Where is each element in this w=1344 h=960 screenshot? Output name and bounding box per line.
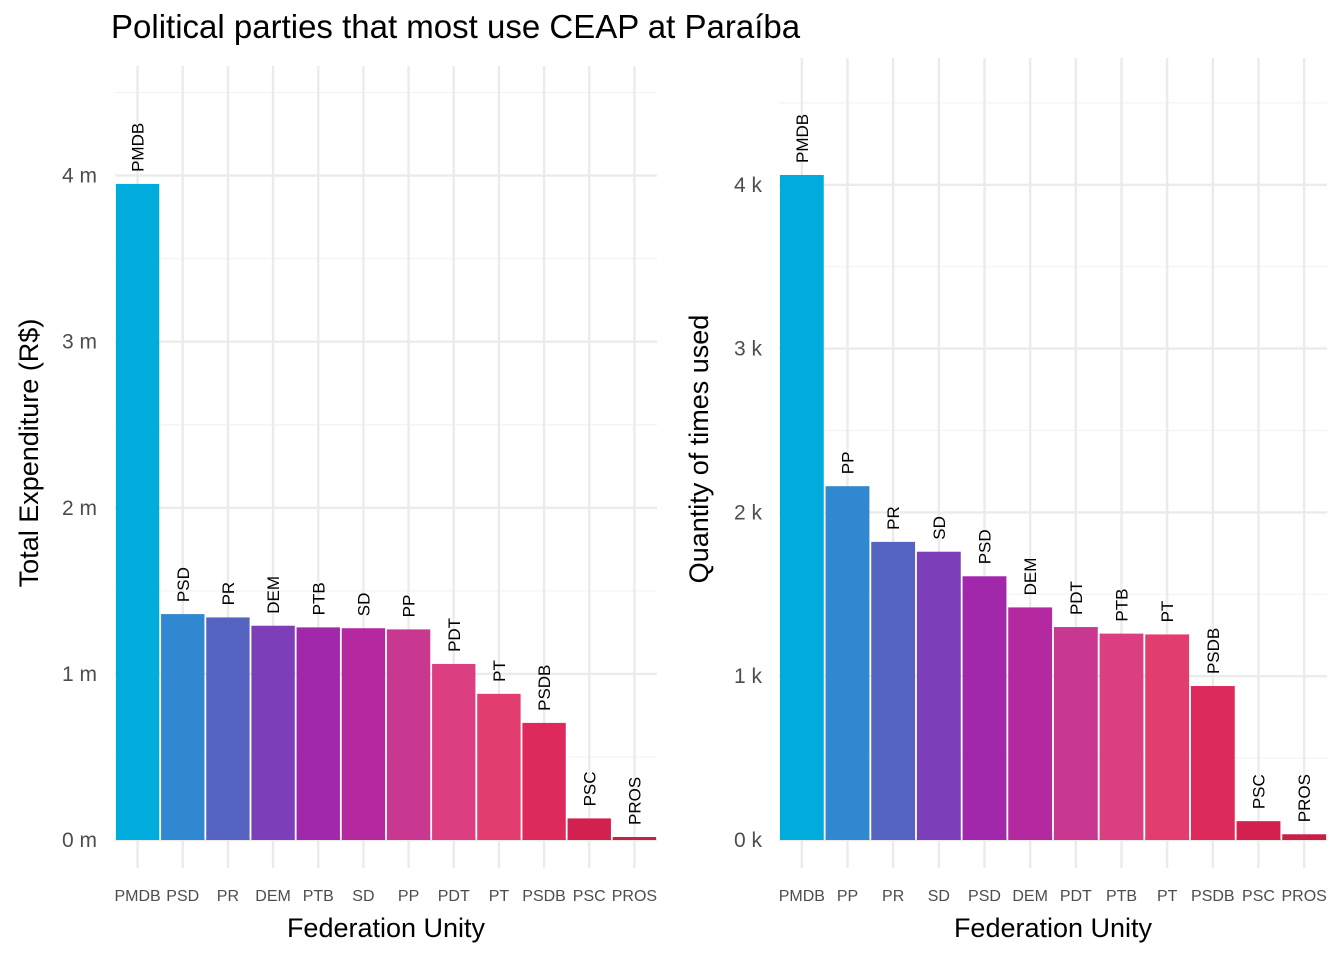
bar-pmdb <box>779 174 824 841</box>
bar-dem <box>1008 607 1053 840</box>
bar-ptb <box>296 627 340 840</box>
right-panel: PMDB PMDB PP PP PR PR SD SD PSD PSD DEM DEM PDT PDT PT… <box>684 58 1327 943</box>
x-axis-title: Federation Unity <box>287 913 486 943</box>
x-tick-label: PP <box>398 888 419 905</box>
bar-label-psd: PSD <box>174 567 193 602</box>
bar-label-dem: DEM <box>264 576 283 614</box>
y-tick-label: 1 k <box>734 665 763 688</box>
bar-psd <box>161 614 205 840</box>
bar-label-sd: SD <box>930 516 949 540</box>
x-tick-label: PT <box>1157 888 1178 905</box>
bar-ptb <box>1099 633 1144 840</box>
x-tick-label: PMDB <box>779 888 825 905</box>
x-tick-label: DEM <box>255 888 291 905</box>
y-tick-label: 4 k <box>734 174 763 197</box>
bar-label-psd: PSD <box>976 529 995 564</box>
x-tick-label: PR <box>882 888 904 905</box>
y-axis-title: Total Expenditure (R$) <box>14 319 44 588</box>
bar-psd <box>962 576 1007 840</box>
bar-pdt <box>1053 627 1098 840</box>
bar-psc <box>1236 821 1281 840</box>
x-tick-label: PROS <box>1281 888 1326 905</box>
bar-sd <box>341 628 386 840</box>
chart-title: Political parties that most use CEAP at … <box>111 8 801 45</box>
x-tick-label: PSC <box>573 888 606 905</box>
x-tick-label: DEM <box>1012 888 1048 905</box>
bar-label-pdt: PDT <box>1067 581 1086 615</box>
bar-label-pmdb: PMDB <box>129 123 148 172</box>
bar-label-pt: PT <box>490 660 509 682</box>
bar-label-pr: PR <box>219 582 238 606</box>
bar-pp <box>386 629 431 840</box>
x-tick-label: SD <box>928 888 950 905</box>
x-tick-label: PSD <box>166 888 199 905</box>
bar-pt <box>1145 634 1190 840</box>
bar-pt <box>477 693 521 840</box>
left-panel: PMDB PMDB PSD PSD PR PR DEM DEM PTB PTB SD SD PP PP PD… <box>14 66 657 943</box>
x-tick-label: PSC <box>1242 888 1275 905</box>
bar-label-pt: PT <box>1158 601 1177 623</box>
bar-pmdb <box>115 183 160 840</box>
y-axis-title: Quantity of times used <box>684 315 714 584</box>
x-tick-label: PR <box>217 888 239 905</box>
bar-pr <box>206 617 250 840</box>
x-tick-label: PROS <box>612 888 657 905</box>
x-tick-label: PP <box>837 888 858 905</box>
x-tick-label: PSDB <box>1191 888 1235 905</box>
bar-psc <box>567 818 611 840</box>
bar-label-psdb: PSDB <box>1204 628 1223 674</box>
bar-label-dem: DEM <box>1021 558 1040 596</box>
bar-pr <box>871 541 916 840</box>
bar-sd <box>916 551 961 840</box>
bar-psdb <box>522 722 566 840</box>
y-tick-label: 2 m <box>62 497 97 520</box>
bar-label-ptb: PTB <box>309 582 328 615</box>
x-tick-label: PMDB <box>114 888 160 905</box>
bar-pros <box>1282 834 1327 840</box>
bar-label-pmdb: PMDB <box>793 114 812 163</box>
y-tick-label: 0 m <box>62 829 97 852</box>
x-tick-label: PSD <box>968 888 1001 905</box>
bar-label-pp: PP <box>839 452 858 475</box>
x-axis-title: Federation Unity <box>954 913 1153 943</box>
bar-dem <box>251 625 295 840</box>
x-tick-label: PT <box>489 888 510 905</box>
y-tick-label: 1 m <box>62 663 97 686</box>
bar-label-pr: PR <box>884 506 903 530</box>
y-tick-label: 4 m <box>62 165 97 188</box>
x-tick-label: PSDB <box>522 888 566 905</box>
bar-label-psdb: PSDB <box>535 665 554 711</box>
x-tick-label: PDT <box>1060 888 1092 905</box>
y-tick-label: 3 k <box>734 338 763 361</box>
y-tick-label: 0 k <box>734 829 763 852</box>
bar-label-ptb: PTB <box>1113 589 1132 622</box>
bar-label-sd: SD <box>354 593 373 617</box>
bar-pp <box>825 486 870 840</box>
bar-pdt <box>432 663 476 840</box>
bar-label-pdt: PDT <box>445 618 464 652</box>
x-tick-label: SD <box>352 888 374 905</box>
bar-label-pros: PROS <box>1295 774 1314 822</box>
bar-label-psc: PSC <box>1250 774 1269 809</box>
x-tick-label: PTB <box>303 888 334 905</box>
x-tick-label: PTB <box>1106 888 1137 905</box>
bar-label-psc: PSC <box>580 771 599 806</box>
y-tick-label: 2 k <box>734 501 763 524</box>
y-tick-label: 3 m <box>62 331 97 354</box>
x-tick-label: PDT <box>438 888 470 905</box>
bar-psdb <box>1190 686 1235 840</box>
bar-label-pros: PROS <box>625 777 644 825</box>
bar-label-pp: PP <box>400 595 419 618</box>
bar-pros <box>612 837 657 840</box>
